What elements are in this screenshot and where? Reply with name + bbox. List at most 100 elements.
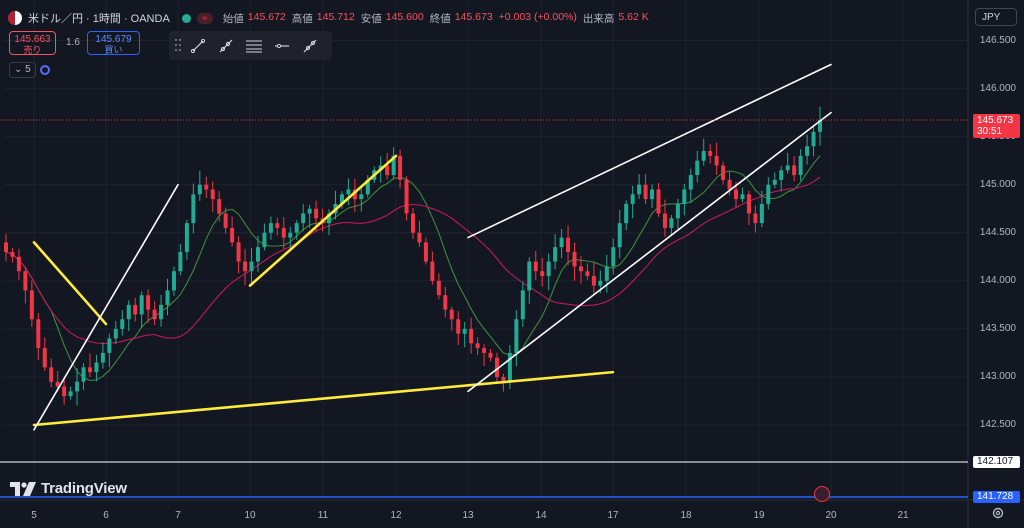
price-tick-label: 144.000 — [979, 274, 1016, 286]
candle-body — [469, 328, 474, 344]
time-tick-label: 19 — [753, 510, 765, 521]
candle-body — [598, 280, 603, 286]
extended-line-tool-icon[interactable] — [299, 35, 321, 57]
ohlc-label: 高値 — [291, 12, 313, 25]
candle-body — [566, 237, 571, 252]
candle-body — [585, 271, 590, 277]
candle-body — [294, 223, 299, 233]
candle-body — [42, 348, 47, 368]
symbol-title[interactable]: 米ドル／円 · 1時間 · OANDA — [28, 13, 170, 25]
volume-label: 出来高 — [582, 12, 615, 25]
candle-body — [449, 309, 454, 320]
buy-label: 買い — [104, 45, 123, 55]
candle-body — [223, 213, 228, 228]
ohlc-label: 始値 — [222, 12, 244, 25]
candle-body — [675, 203, 680, 219]
candle-body — [443, 295, 448, 310]
candle-body — [740, 194, 745, 200]
candle-body — [688, 175, 693, 190]
candle-body — [352, 189, 357, 200]
candle-body — [430, 261, 435, 281]
candle-body — [133, 304, 138, 315]
candle-body — [184, 223, 189, 252]
candle-body — [146, 295, 151, 310]
candle-body — [617, 223, 622, 248]
candle-body — [520, 290, 525, 320]
candle-body — [805, 146, 810, 156]
data-stream-icon: ≈ — [196, 12, 213, 24]
ray-tool-icon[interactable] — [215, 35, 237, 57]
horizontal-line-tool-icon[interactable] — [271, 35, 293, 57]
candle-body — [404, 179, 409, 214]
price-tick-label: 144.500 — [979, 226, 1016, 238]
candle-body — [120, 319, 125, 329]
candle-body — [662, 213, 667, 228]
candle-body — [217, 199, 222, 214]
buy-button[interactable]: 145.679 買い — [87, 31, 140, 55]
parallel-channel-tool-icon[interactable] — [243, 35, 265, 57]
candle-body — [327, 213, 332, 224]
candle-body — [798, 155, 803, 176]
ohlc-label: 終値 — [429, 12, 451, 25]
usd-jpy-flag-icon — [8, 11, 22, 25]
candle-body — [637, 184, 642, 195]
currency-selector[interactable]: JPY — [975, 8, 1017, 26]
candle-body — [29, 290, 34, 320]
candle-body — [811, 131, 816, 147]
time-tick-label: 20 — [825, 510, 837, 521]
candle-body — [572, 251, 577, 267]
candle-body — [191, 194, 196, 224]
candle-body — [23, 271, 28, 291]
ohlc-value: 145.712 — [316, 10, 355, 23]
trendline — [248, 154, 398, 287]
collapse-indicators-button[interactable]: ⌄ 5 — [9, 62, 36, 78]
tradingview-logo: TradingView — [10, 480, 127, 497]
ohlc-value: 145.672 — [247, 10, 286, 23]
candle-body — [339, 194, 344, 204]
candle-body — [249, 261, 254, 272]
indicator-legend: ⌄ 5 — [9, 62, 50, 78]
candle-body — [243, 261, 248, 272]
candle-body — [262, 232, 267, 248]
candle-body — [591, 276, 596, 286]
horizontal-line-price-tag: 141.728 — [973, 491, 1020, 503]
candle-body — [527, 261, 532, 291]
sell-button[interactable]: 145.663 売り — [9, 31, 56, 55]
candle-body — [507, 352, 512, 382]
candle-body — [204, 184, 209, 190]
time-tick-label: 7 — [175, 510, 181, 521]
candle-body — [488, 352, 493, 358]
ohlc-readout: 始値 145.672 高値 145.712 安値 145.600 終値 145.673 … — [223, 11, 651, 26]
ohlc-value: 145.600 — [385, 10, 424, 23]
time-tick-label: 13 — [462, 510, 474, 521]
candle-body — [55, 381, 60, 387]
time-tick-label: 14 — [535, 510, 547, 521]
gear-icon[interactable] — [991, 506, 1005, 520]
candle-body — [766, 184, 771, 204]
indicator-icon[interactable] — [39, 65, 50, 75]
price-tick-label: 143.000 — [979, 370, 1016, 382]
candle-body — [604, 266, 609, 281]
ohlc-label: 安値 — [360, 12, 382, 25]
candle-body — [139, 295, 144, 315]
candle-body — [100, 352, 105, 363]
drag-handle-icon[interactable] — [175, 38, 181, 53]
trendline — [32, 241, 108, 326]
ma-slow-line — [5, 176, 821, 345]
trend-line-tool-icon[interactable] — [187, 35, 209, 57]
candle-body — [126, 304, 131, 320]
candle-body — [650, 189, 655, 200]
candle-body — [359, 194, 364, 200]
flash-icon[interactable] — [814, 486, 830, 502]
candle-body — [10, 251, 15, 257]
candle-body — [49, 367, 54, 382]
candle-body — [178, 251, 183, 272]
candle-body — [656, 189, 661, 214]
candle-body — [746, 194, 751, 214]
candle-body — [708, 151, 713, 156]
chart-header: 米ドル／円 · 1時間 · OANDA ≈ 始値 145.672 高値 145.71… — [8, 9, 651, 27]
time-tick-label: 11 — [317, 510, 329, 521]
candle-body — [501, 376, 506, 382]
buy-price: 145.679 — [95, 34, 132, 45]
